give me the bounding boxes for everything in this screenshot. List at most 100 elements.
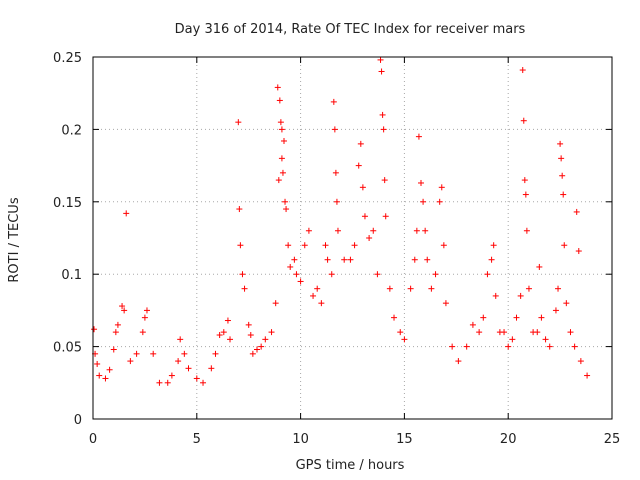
data-point	[143, 307, 150, 314]
data-point	[282, 198, 289, 205]
data-point	[438, 184, 445, 191]
y-axis-label: ROTI / TECUs	[7, 197, 22, 282]
data-point	[381, 177, 388, 184]
data-point	[519, 67, 526, 74]
x-tick-label: 20	[500, 432, 517, 447]
data-point	[112, 329, 119, 336]
data-point	[185, 365, 192, 372]
data-point	[278, 126, 285, 133]
axis-ticks: 0 5 10 15 20 25 0 0.05 0.1 0.15 0.2 0.25	[53, 51, 620, 447]
data-point	[366, 235, 373, 241]
data-point	[245, 321, 252, 328]
data-point	[567, 329, 574, 336]
data-point	[428, 285, 435, 292]
data-point	[262, 336, 269, 343]
data-point	[200, 379, 207, 386]
data-point	[436, 198, 443, 205]
data-point	[407, 285, 414, 292]
data-point	[449, 343, 456, 350]
data-point	[513, 314, 520, 321]
data-point	[563, 300, 570, 307]
data-point	[374, 271, 381, 278]
data-point	[377, 56, 384, 63]
data-point	[277, 119, 284, 126]
data-point	[310, 292, 317, 299]
data-point	[102, 375, 109, 382]
x-tick-label: 5	[193, 432, 201, 447]
data-point	[520, 117, 527, 124]
data-point	[278, 155, 285, 162]
data-point	[293, 271, 300, 278]
data-point	[534, 329, 541, 336]
data-point	[463, 343, 470, 350]
data-point	[247, 332, 254, 339]
data-point	[484, 271, 491, 278]
data-point	[517, 292, 524, 299]
data-points	[91, 56, 591, 386]
y-tick-label: 0	[74, 413, 82, 428]
data-point	[559, 172, 566, 179]
data-point	[560, 191, 567, 198]
data-point	[274, 84, 281, 91]
data-point	[411, 256, 418, 263]
data-point	[334, 227, 341, 234]
data-point	[488, 256, 495, 263]
data-point	[359, 184, 366, 191]
data-point	[291, 256, 298, 263]
data-point	[164, 379, 171, 386]
data-point	[177, 336, 184, 343]
data-point	[328, 271, 335, 278]
data-point	[469, 321, 476, 328]
data-point	[577, 358, 584, 365]
data-point	[555, 285, 562, 292]
data-point	[505, 343, 512, 350]
data-point	[301, 242, 308, 249]
data-point	[119, 303, 126, 310]
data-point	[227, 336, 234, 343]
chart-title: Day 316 of 2014, Rate Of TEC Index for r…	[175, 22, 526, 37]
data-point	[546, 343, 553, 350]
x-axis-label: GPS time / hours	[296, 458, 405, 473]
data-point	[557, 140, 564, 147]
data-point	[133, 350, 140, 357]
data-point	[424, 256, 431, 263]
data-point	[391, 314, 398, 321]
data-point	[490, 242, 497, 249]
data-point	[538, 314, 545, 321]
data-point	[150, 350, 157, 357]
data-point	[91, 326, 98, 333]
data-point	[127, 358, 134, 365]
data-point	[558, 155, 565, 162]
data-point	[235, 119, 242, 126]
data-point	[382, 213, 389, 220]
data-point	[237, 242, 244, 249]
data-point	[355, 162, 362, 169]
y-tick-label: 0.05	[53, 341, 82, 356]
data-point	[305, 227, 312, 234]
data-point	[121, 307, 128, 314]
data-point	[415, 133, 422, 140]
data-point	[523, 227, 530, 234]
data-point	[276, 97, 283, 104]
data-point	[422, 227, 429, 234]
x-tick-label: 25	[604, 432, 621, 447]
data-point	[285, 242, 292, 249]
data-point	[584, 372, 591, 379]
data-point	[258, 343, 265, 350]
data-point	[501, 329, 508, 336]
data-point	[139, 329, 146, 336]
data-point	[123, 210, 130, 217]
data-point	[275, 177, 282, 184]
data-point	[181, 350, 188, 357]
data-point	[249, 350, 256, 357]
data-point	[492, 292, 499, 299]
data-point	[455, 358, 462, 365]
data-point	[522, 191, 529, 198]
data-point	[509, 336, 516, 343]
data-point	[525, 285, 532, 292]
data-point	[114, 321, 121, 328]
data-point	[575, 248, 582, 255]
data-point	[287, 263, 294, 270]
